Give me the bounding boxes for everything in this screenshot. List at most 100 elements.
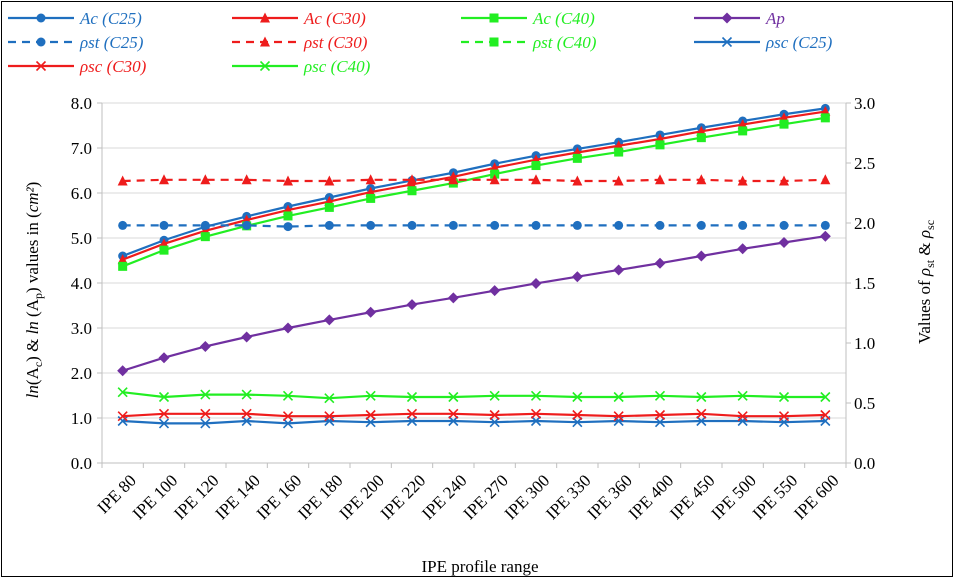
data-point <box>324 220 334 230</box>
legend-swatch-marker <box>721 12 733 24</box>
data-point <box>819 230 831 242</box>
y-title-b: (A <box>23 298 42 321</box>
data-point <box>696 391 707 403</box>
x-marker-stroke <box>489 409 500 421</box>
y2-title-rho1: ρ <box>915 268 934 277</box>
series-7 <box>117 415 831 429</box>
x-marker-stroke <box>200 389 211 400</box>
x-marker-stroke <box>448 408 459 419</box>
series-4 <box>118 220 830 232</box>
series-layer <box>117 103 831 429</box>
legend: Ac (C25) Ac (C30) Ac (C40) Ap ρst (C25) ρst (… <box>8 9 833 76</box>
data-point <box>159 245 169 255</box>
x-marker-stroke <box>696 408 707 419</box>
data-point <box>654 417 666 428</box>
legend-label: Ac (C30) <box>303 9 366 28</box>
x-tick-label: IPE 180 <box>294 471 347 524</box>
data-point <box>531 161 541 171</box>
y-tick-label-right: 0.5 <box>854 394 875 413</box>
data-point <box>654 257 666 269</box>
x-marker-stroke <box>35 60 47 72</box>
x-marker-stroke <box>200 408 211 419</box>
data-point <box>738 126 748 136</box>
legend-item: ρsc (C40) <box>232 57 371 76</box>
data-point <box>737 390 748 401</box>
legend-item: ρst (C40) <box>461 33 597 52</box>
data-point <box>820 174 831 185</box>
data-point <box>530 408 542 419</box>
series-line <box>122 419 826 425</box>
data-point <box>117 365 129 377</box>
data-point <box>117 175 128 186</box>
x-tick-label: IPE 300 <box>501 471 554 524</box>
data-point <box>200 220 210 230</box>
legend-swatch-marker <box>260 12 270 23</box>
legend-item: ρst (C25) <box>8 33 144 52</box>
data-point <box>407 220 417 230</box>
data-point <box>118 220 128 230</box>
series-line <box>122 178 826 183</box>
x-marker-stroke <box>737 411 748 422</box>
data-point <box>241 331 253 343</box>
x-tick-label: IPE 220 <box>377 471 430 524</box>
data-point <box>614 220 624 230</box>
legend-swatch-marker <box>721 36 733 48</box>
data-point <box>283 222 293 232</box>
y-tick-label-right: 2.0 <box>854 214 875 233</box>
x-tick-label: IPE 100 <box>129 471 182 524</box>
data-point <box>489 417 500 428</box>
x-marker-stroke <box>282 418 294 429</box>
x-marker-stroke <box>406 391 418 403</box>
legend-item: Ac (C25) <box>8 9 142 28</box>
data-point <box>406 415 418 427</box>
data-point <box>490 169 500 179</box>
legend-item: ρsc (C30) <box>8 57 147 76</box>
data-point <box>737 175 748 186</box>
y-tick-label-left: 7.0 <box>71 139 92 158</box>
series-9 <box>117 387 831 404</box>
x-tick-label: IPE 200 <box>335 471 388 524</box>
x-marker-stroke <box>448 415 459 427</box>
x-marker-stroke <box>117 411 128 422</box>
x-tick-label: IPE 240 <box>418 471 471 524</box>
data-point <box>407 186 417 196</box>
legend-label: Ap <box>765 9 785 28</box>
legend-swatch-marker <box>36 37 46 47</box>
y-tick-label-right: 1.0 <box>854 334 875 353</box>
series-line <box>122 107 826 258</box>
data-point <box>365 174 376 185</box>
data-point <box>572 153 582 163</box>
y-tick-label-left: 2.0 <box>71 364 92 383</box>
x-marker-stroke <box>530 415 542 427</box>
x-tick-label: IPE 550 <box>749 471 802 524</box>
x-marker-stroke <box>158 391 170 403</box>
data-point <box>406 391 418 403</box>
legend-item: ρst (C30) <box>232 33 368 52</box>
data-point <box>778 237 790 248</box>
data-point <box>613 175 624 186</box>
data-point <box>489 409 500 421</box>
x-marker-stroke <box>241 408 252 419</box>
data-point <box>117 254 128 265</box>
x-tick-label: IPE 140 <box>211 471 264 524</box>
data-point <box>324 175 335 186</box>
legend-item: Ac (C40) <box>461 9 595 28</box>
data-point <box>365 306 377 318</box>
y-tick-label-right: 3.0 <box>854 94 875 113</box>
series-line <box>122 116 826 268</box>
data-point <box>365 390 376 401</box>
data-point <box>241 408 252 419</box>
x-marker-stroke <box>696 415 707 427</box>
series-line <box>122 412 826 418</box>
data-point <box>613 415 624 427</box>
legend-swatch-marker <box>35 60 47 72</box>
data-point <box>655 140 665 150</box>
data-point <box>200 408 211 419</box>
data-point <box>200 389 211 400</box>
x-tick-label: IPE 400 <box>625 471 678 524</box>
data-point <box>200 174 211 185</box>
x-marker-stroke <box>613 415 624 427</box>
x-marker-stroke <box>737 415 748 427</box>
y-tick-label-left: 6.0 <box>71 184 92 203</box>
